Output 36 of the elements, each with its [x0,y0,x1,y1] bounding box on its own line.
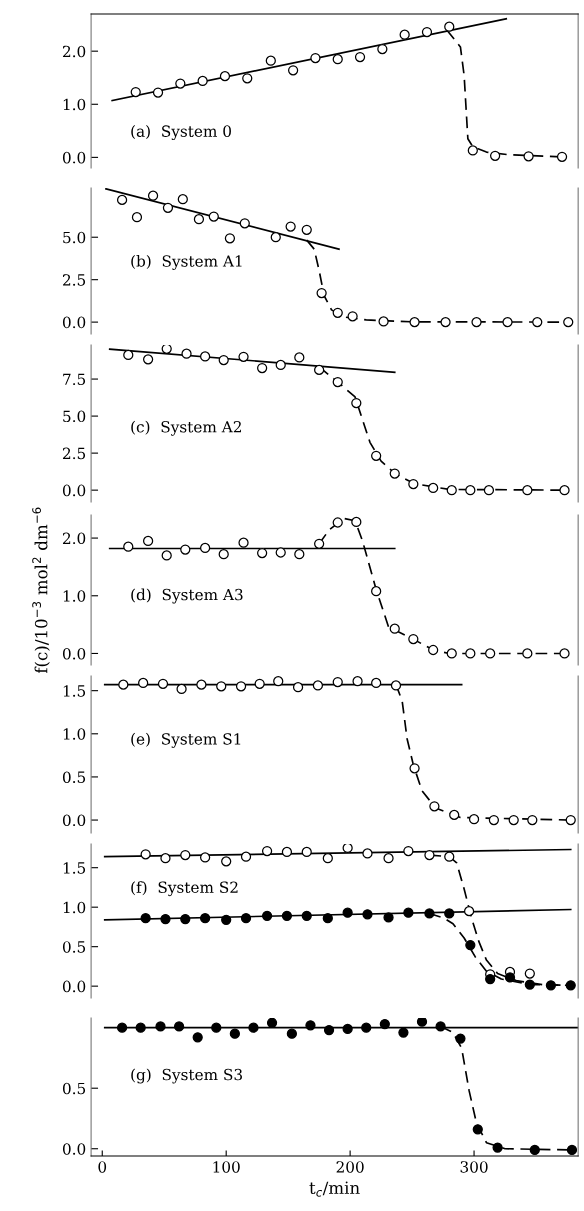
y-tick-label: 1.0 [63,901,86,914]
y-tick-label: 0.5 [62,771,86,783]
annotation: (f) System S2 [131,881,238,897]
annotation: (a) System 0 [131,125,231,141]
y-tick-label: 1.5 [63,862,86,874]
y-tick-label: 5.0 [63,410,86,423]
y-axis-title: f(c)/10$^{−3}$ mol$^{2}$ dm$^{−6}$ [32,507,50,674]
y-tick-label: 0.0 [62,647,86,660]
annotation: (b) System A1 [131,254,242,270]
y-tick-label: 1.0 [63,590,86,602]
y-tick-label: 0.0 [62,980,86,993]
y-tick-label: 0.0 [62,1143,86,1155]
y-tick-label: 2.5 [62,447,86,460]
x-tick-label: 200 [336,1161,364,1173]
y-tick-label: 0.0 [62,316,86,329]
annotation: (e) System S1 [131,732,241,748]
y-tick-label: 1.0 [63,728,86,740]
y-tick-label: 0.0 [62,151,86,164]
y-tick-label: 2.0 [62,45,86,58]
y-tick-label: 0.0 [62,484,86,497]
y-tick-label: 0.5 [62,1082,86,1095]
y-tick-label: 1.0 [63,98,86,111]
y-tick-label: 7.5 [63,373,86,386]
y-tick-label: 2.5 [62,274,86,286]
y-tick-label: 0.5 [62,941,86,953]
y-tick-label: 0.0 [62,814,86,827]
y-tick-label: 5.0 [63,231,86,244]
annotation: (g) System S3 [131,1068,242,1084]
y-tick-label: 1.5 [63,685,86,697]
x-tick-label: 300 [460,1161,488,1173]
y-tick-label: 2.0 [62,532,86,545]
annotation: (c) System A2 [131,420,241,436]
x-tick-label: 100 [213,1161,240,1173]
x-axis-title: t$_{c}$/min [309,1181,360,1197]
annotation: (d) System A3 [131,588,243,604]
x-tick-label: 0 [98,1161,107,1173]
